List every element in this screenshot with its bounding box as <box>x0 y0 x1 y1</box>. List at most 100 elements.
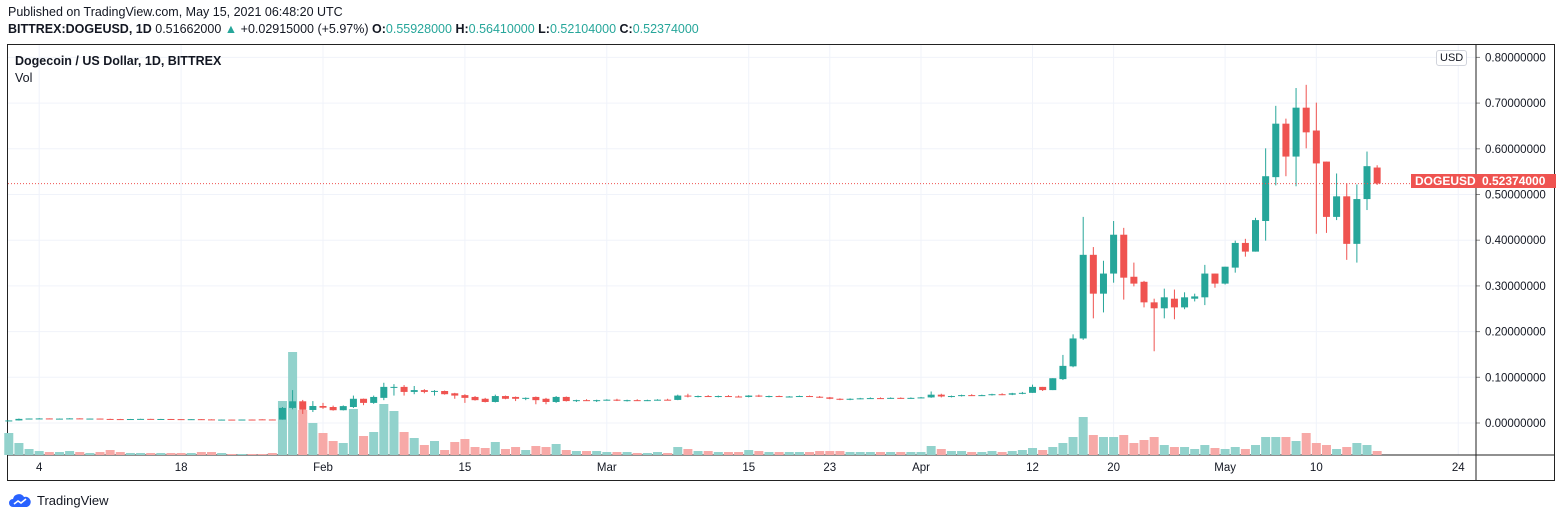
volume-bar <box>744 450 754 455</box>
volume-bar <box>886 452 896 455</box>
chart-frame <box>7 44 1555 481</box>
candle-body <box>937 394 945 397</box>
published-line: Published on TradingView.com, May 15, 20… <box>8 5 343 19</box>
volume-bar <box>14 443 24 455</box>
candle-body <box>866 398 874 400</box>
candle-body <box>876 398 884 400</box>
y-tick-label: 0.30000000 <box>1485 281 1546 293</box>
x-tick-label: 10 <box>1310 462 1323 474</box>
candle-body <box>1231 242 1239 268</box>
x-tick-label: 4 <box>36 462 43 474</box>
candle-body <box>1221 266 1229 284</box>
tradingview-cloud-icon <box>9 493 31 507</box>
volume-bar <box>1048 447 1058 455</box>
volume-bar <box>1149 437 1159 455</box>
volume-bar <box>1271 437 1281 455</box>
candle-body <box>1069 338 1077 367</box>
volume-bar <box>156 453 166 455</box>
candle-body <box>1312 130 1320 164</box>
candle-body <box>998 394 1006 396</box>
volume-bar <box>1301 433 1311 455</box>
volume-bar <box>34 451 44 455</box>
volume-bar <box>855 452 865 455</box>
volume-bar <box>784 452 794 455</box>
volume-bar <box>429 441 439 455</box>
candle-body <box>461 395 469 398</box>
candle-body <box>623 400 631 402</box>
candle-body <box>471 396 479 401</box>
candle-body <box>1099 273 1107 294</box>
candle-body <box>947 396 955 398</box>
tradingview-logo[interactable]: TradingView <box>8 493 109 508</box>
volume-bar <box>977 452 987 455</box>
candle-body <box>643 400 651 402</box>
candle-body <box>958 395 966 397</box>
volume-bar <box>1169 447 1179 455</box>
volume-bar <box>835 451 845 455</box>
candle-body <box>684 395 692 397</box>
volume-bar <box>997 452 1007 455</box>
volume-bar <box>521 450 531 455</box>
volume-bar <box>460 439 470 455</box>
candle-body <box>1130 276 1138 284</box>
candle-body <box>806 396 814 398</box>
y-tick-label: 0.80000000 <box>1485 52 1546 64</box>
volume-bar <box>632 453 642 455</box>
currency-button[interactable]: USD <box>1436 50 1468 66</box>
candle-body <box>897 397 905 399</box>
volume-bar <box>511 447 521 455</box>
volume-bar <box>957 451 967 455</box>
candle-body <box>755 395 763 397</box>
volume-bar <box>602 452 612 455</box>
candle-body <box>1059 365 1067 380</box>
volume-bar <box>1281 437 1291 455</box>
volume-bar <box>1007 451 1017 455</box>
candle-body <box>927 394 935 398</box>
candle-body <box>836 398 844 400</box>
volume-bar <box>328 441 338 455</box>
volume-bar <box>582 451 592 455</box>
close-label: C: <box>619 22 633 36</box>
volume-bar <box>1210 448 1220 455</box>
y-tick-label: 0.50000000 <box>1485 190 1546 202</box>
volume-bar <box>125 453 135 455</box>
x-tick-label: Mar <box>597 462 617 474</box>
candle-body <box>1302 107 1310 133</box>
volume-bar <box>723 452 733 455</box>
volume-bar <box>54 452 64 455</box>
volume-bar <box>1190 449 1200 455</box>
volume-bar <box>480 448 490 455</box>
candle-body <box>360 398 368 403</box>
candle-body <box>319 405 327 408</box>
candle-body <box>187 419 195 421</box>
candle-body <box>430 390 438 392</box>
candle-body <box>1241 242 1249 252</box>
volume-bar <box>926 446 936 455</box>
candle-body <box>1029 386 1037 393</box>
candle-body <box>988 394 996 396</box>
open-label: O: <box>372 22 386 36</box>
candle-body <box>1211 273 1219 284</box>
volume-bar <box>1230 447 1240 455</box>
candle-body <box>1181 297 1189 308</box>
volume-bar <box>693 451 703 455</box>
volume-bar <box>318 433 328 455</box>
price-change: +0.02915000 (+5.97%) <box>240 22 369 36</box>
volume-bar <box>561 450 571 455</box>
candle-body <box>1170 298 1178 308</box>
candle-body <box>1333 196 1341 217</box>
candle-body <box>66 418 74 420</box>
volume-bar <box>652 452 662 455</box>
y-tick-label: 0.60000000 <box>1485 144 1546 156</box>
volume-bar <box>419 445 429 455</box>
candle-body <box>785 396 793 398</box>
candle-body <box>380 386 388 398</box>
x-tick-label: 24 <box>1452 462 1465 474</box>
candle-body <box>572 400 580 402</box>
candle-body <box>664 399 672 401</box>
volume-bar <box>308 423 318 455</box>
candle-body <box>1160 297 1168 309</box>
volume-bar <box>1352 443 1362 455</box>
symbol-quote-line: BITTREX:DOGEUSD, 1D 0.51662000 ▲ +0.0291… <box>8 22 699 36</box>
